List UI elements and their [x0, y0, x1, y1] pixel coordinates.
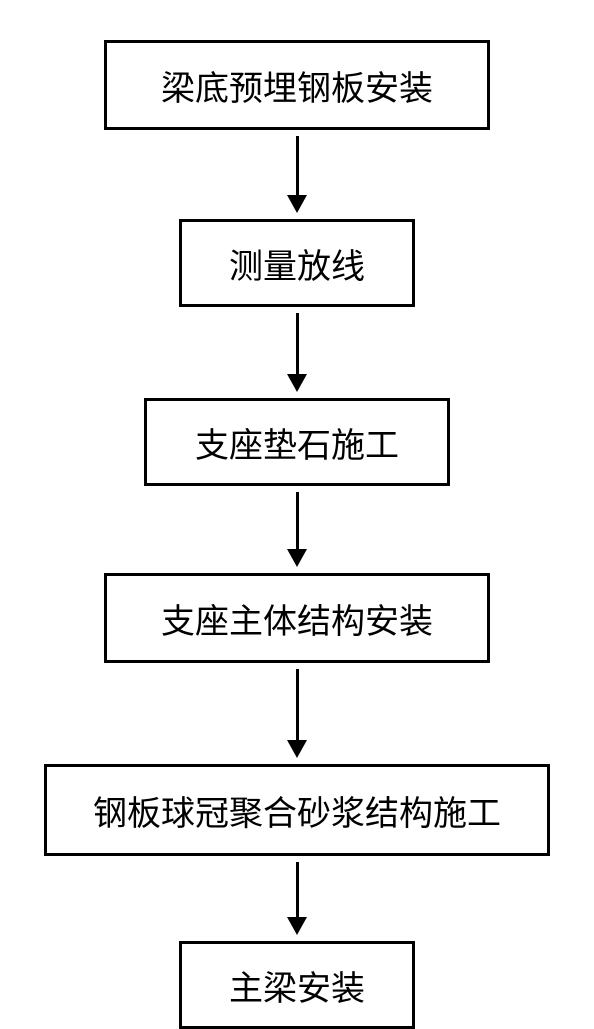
flow-step-5: 钢板球冠聚合砂浆结构施工: [44, 764, 550, 856]
flowchart-container: 梁底预埋钢板安装 测量放线 支座垫石施工 支座主体结构安装 钢板球冠聚合砂浆结构…: [0, 0, 594, 1029]
flow-step-6: 主梁安装: [179, 941, 415, 1029]
arrow-shaft: [296, 313, 299, 375]
flow-step-3: 支座垫石施工: [144, 398, 450, 486]
flow-step-4: 支座主体结构安装: [104, 573, 490, 663]
flow-arrow-2: [287, 313, 307, 392]
arrow-head-icon: [287, 740, 307, 758]
arrow-shaft: [296, 862, 299, 918]
arrow-shaft: [296, 492, 299, 550]
flow-step-2: 测量放线: [179, 219, 415, 307]
flow-step-1: 梁底预埋钢板安装: [104, 40, 490, 130]
arrow-head-icon: [287, 374, 307, 392]
arrow-head-icon: [287, 195, 307, 213]
flow-arrow-5: [287, 862, 307, 935]
flow-arrow-4: [287, 669, 307, 758]
arrow-head-icon: [287, 917, 307, 935]
flow-arrow-3: [287, 492, 307, 567]
flow-arrow-1: [287, 136, 307, 213]
arrow-head-icon: [287, 549, 307, 567]
arrow-shaft: [296, 669, 299, 741]
arrow-shaft: [296, 136, 299, 196]
